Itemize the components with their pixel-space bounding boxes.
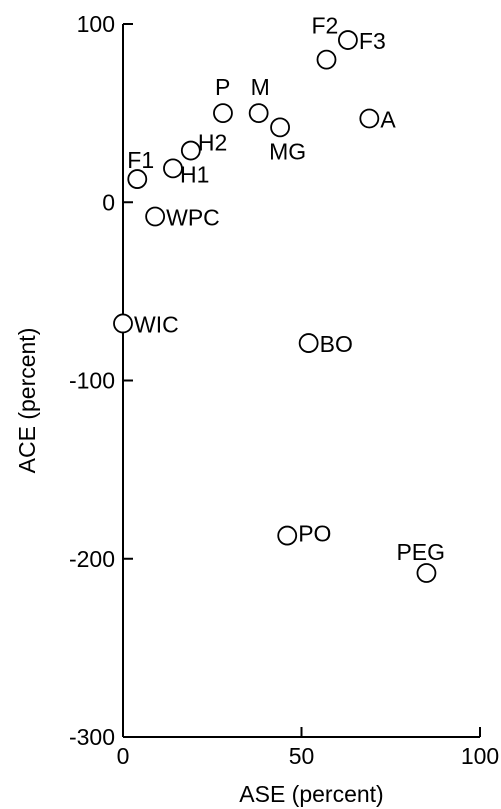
data-point-p xyxy=(213,103,233,124)
data-point-a xyxy=(359,108,380,129)
data-point-peg xyxy=(416,563,437,583)
point-label-f3: F3 xyxy=(359,28,386,54)
x-axis-title: ASE (percent) xyxy=(239,781,383,807)
point-label-h2: H2 xyxy=(198,130,227,156)
data-point-wic xyxy=(113,313,133,334)
point-label-a: A xyxy=(380,106,396,132)
data-point-f2 xyxy=(316,49,337,70)
y-ticks: 100 0 -100 -200 -300 xyxy=(69,11,133,750)
point-label-p: P xyxy=(215,74,230,100)
x-ticks: 0 50 100 xyxy=(117,727,499,769)
data-points: F3 F2 A P M MG H2 H1 F1 WPC WIC BO PO PEG xyxy=(113,13,445,583)
point-label-wic: WIC xyxy=(134,311,179,337)
axes xyxy=(122,24,480,738)
data-point-f3 xyxy=(338,30,358,50)
data-point-mg xyxy=(270,117,290,138)
data-point-wpc xyxy=(145,206,166,227)
y-tick-label: -200 xyxy=(69,546,115,572)
point-label-peg: PEG xyxy=(396,539,445,565)
data-point-h1 xyxy=(163,158,183,179)
y-tick-label: -100 xyxy=(69,368,115,394)
data-point-po xyxy=(277,525,298,546)
x-tick-label: 100 xyxy=(461,743,499,769)
data-point-bo xyxy=(298,333,319,353)
x-tick-label: 0 xyxy=(117,743,130,769)
y-axis-title: ACE (percent) xyxy=(14,328,40,474)
x-tick-label: 50 xyxy=(289,743,315,769)
point-label-po: PO xyxy=(298,521,331,547)
data-point-m xyxy=(248,103,269,124)
data-point-h2 xyxy=(180,140,201,161)
point-label-f1: F1 xyxy=(127,147,154,173)
y-tick-label: 100 xyxy=(77,11,115,37)
point-label-mg: MG xyxy=(269,138,306,164)
point-label-m: M xyxy=(251,74,270,100)
point-label-wpc: WPC xyxy=(166,205,220,231)
y-tick-label: -300 xyxy=(69,724,115,750)
point-label-f2: F2 xyxy=(311,13,338,39)
y-tick-label: 0 xyxy=(102,189,115,215)
point-label-bo: BO xyxy=(320,331,353,357)
data-point-f1 xyxy=(127,169,148,189)
point-label-h1: H1 xyxy=(180,161,209,187)
